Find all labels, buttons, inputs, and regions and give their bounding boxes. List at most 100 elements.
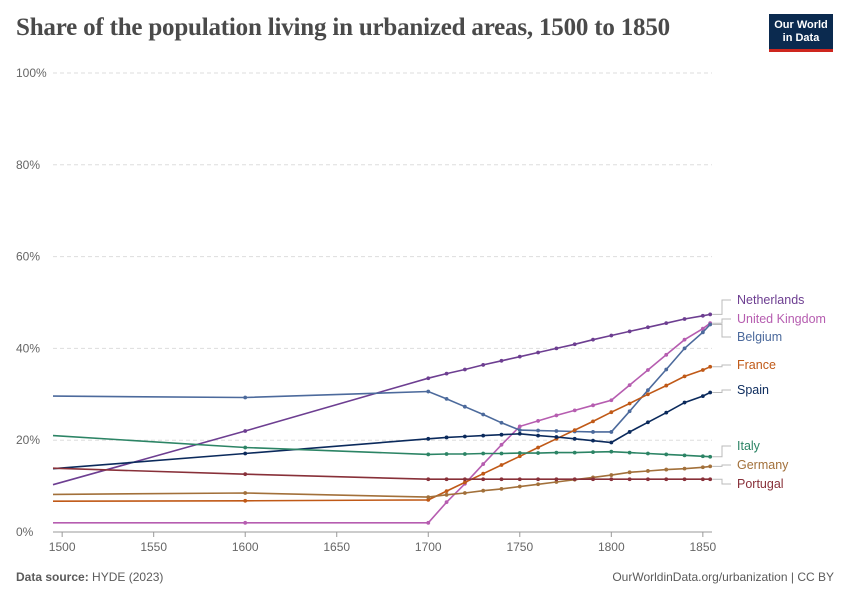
point-spain-1700[interactable] (426, 436, 431, 441)
point-belgium-1700[interactable] (426, 389, 431, 394)
point-united-kingdom-1780[interactable] (572, 408, 577, 413)
point-netherlands-1770[interactable] (554, 346, 559, 351)
point-netherlands-1760[interactable] (536, 350, 540, 355)
legend-label-spain[interactable]: Spain (737, 383, 769, 397)
point-netherlands-1810[interactable] (627, 329, 632, 334)
point-united-kingdom-1770[interactable] (554, 413, 559, 418)
point-spain-1710[interactable] (444, 435, 449, 440)
point-france-1840[interactable] (682, 374, 687, 379)
point-netherlands-1790[interactable] (591, 337, 595, 342)
point-portugal-1740[interactable] (499, 477, 504, 482)
point-spain-1750[interactable] (517, 431, 522, 436)
point-italy-1810[interactable] (627, 450, 632, 455)
point-netherlands-1850[interactable] (700, 313, 705, 318)
series-italy[interactable] (52, 434, 713, 459)
point-germany-1840[interactable] (682, 466, 687, 471)
point-portugal-1770[interactable] (554, 477, 559, 482)
point-belgium-1730[interactable] (481, 412, 486, 417)
point-germany-1730[interactable] (481, 488, 486, 493)
point-spain-1760[interactable] (536, 433, 540, 438)
point-belgium-1710[interactable] (444, 396, 449, 401)
point-germany-1820[interactable] (646, 469, 650, 473)
point-italy-1800[interactable] (609, 449, 614, 454)
point-france-1710[interactable] (444, 489, 449, 494)
point-italy-1740[interactable] (499, 451, 504, 456)
point-united-kingdom-1830[interactable] (664, 352, 669, 357)
point-germany-1810[interactable] (627, 470, 632, 475)
point-italy-1750[interactable] (517, 451, 522, 455)
point-spain-1770[interactable] (554, 435, 559, 439)
point-spain-1810[interactable] (627, 430, 632, 434)
point-united-kingdom-1810[interactable] (627, 383, 632, 388)
point-netherlands-1830[interactable] (664, 321, 669, 326)
point-portugal-1800[interactable] (609, 477, 614, 482)
source-value[interactable]: HYDE (2023) (92, 570, 164, 584)
point-netherlands-1840[interactable] (682, 317, 687, 321)
point-france-1780[interactable] (572, 428, 577, 433)
point-spain-1600[interactable] (243, 451, 248, 456)
point-united-kingdom-1800[interactable] (609, 398, 614, 403)
footer-link[interactable]: OurWorldinData.org/urbanization | CC BY (612, 570, 834, 584)
line-belgium[interactable] (52, 323, 711, 433)
point-italy-1760[interactable] (536, 451, 540, 455)
point-portugal-1790[interactable] (591, 477, 595, 482)
owid-logo[interactable]: Our World in Data (769, 14, 833, 52)
point-spain-1800[interactable] (609, 440, 614, 445)
point-portugal-1820[interactable] (646, 477, 650, 482)
point-portugal-1840[interactable] (682, 477, 687, 482)
point-spain-1820[interactable] (646, 420, 650, 425)
point-germany-1710[interactable] (444, 492, 449, 497)
point-germany-1600[interactable] (243, 491, 248, 495)
point-netherlands-1750[interactable] (517, 354, 522, 359)
point-belgium-1840[interactable] (682, 346, 687, 351)
point-belgium-1600[interactable] (243, 395, 248, 400)
series-belgium[interactable] (52, 322, 713, 434)
point-portugal-1854[interactable] (708, 477, 713, 482)
point-italy-1830[interactable] (664, 452, 669, 457)
point-portugal-1780[interactable] (572, 477, 577, 482)
point-portugal-1750[interactable] (517, 477, 522, 482)
point-united-kingdom-1740[interactable] (499, 442, 504, 447)
point-france-1740[interactable] (499, 463, 504, 467)
point-spain-1790[interactable] (591, 438, 595, 443)
point-spain-1850[interactable] (700, 394, 705, 399)
point-belgium-1800[interactable] (609, 430, 614, 434)
point-germany-1760[interactable] (536, 482, 540, 487)
series-spain[interactable] (52, 390, 713, 470)
point-germany-1770[interactable] (554, 480, 559, 484)
point-united-kingdom-1710[interactable] (444, 500, 449, 505)
series-portugal[interactable] (52, 467, 713, 482)
legend-label-germany[interactable]: Germany (737, 458, 789, 472)
point-france-1720[interactable] (462, 480, 467, 485)
point-netherlands-1780[interactable] (572, 342, 577, 347)
point-portugal-1700[interactable] (426, 477, 431, 482)
point-portugal-1720[interactable] (462, 477, 467, 482)
point-belgium-1770[interactable] (554, 429, 559, 433)
point-spain-1780[interactable] (572, 436, 577, 441)
point-germany-1750[interactable] (517, 484, 522, 489)
point-germany-1800[interactable] (609, 473, 614, 477)
point-netherlands-1600[interactable] (243, 429, 248, 433)
point-united-kingdom-1700[interactable] (426, 520, 431, 525)
point-portugal-1600[interactable] (243, 472, 248, 477)
point-italy-1780[interactable] (572, 450, 577, 455)
point-belgium-1820[interactable] (646, 388, 650, 393)
point-belgium-1720[interactable] (462, 404, 467, 409)
point-spain-1830[interactable] (664, 410, 669, 415)
point-france-1750[interactable] (517, 454, 522, 459)
point-france-1800[interactable] (609, 410, 614, 415)
point-italy-1820[interactable] (646, 451, 650, 456)
point-france-1810[interactable] (627, 401, 632, 406)
point-italy-1850[interactable] (700, 454, 705, 459)
point-spain-1840[interactable] (682, 400, 687, 405)
point-netherlands-1740[interactable] (499, 358, 504, 363)
point-portugal-1710[interactable] (444, 477, 449, 482)
point-france-1850[interactable] (700, 368, 705, 372)
point-spain-1740[interactable] (499, 432, 504, 437)
point-france-1820[interactable] (646, 392, 650, 397)
point-united-kingdom-1750[interactable] (517, 424, 522, 429)
point-germany-1850[interactable] (700, 465, 705, 470)
point-germany-1700[interactable] (426, 495, 431, 500)
point-portugal-1850[interactable] (700, 477, 705, 482)
point-netherlands-1700[interactable] (426, 376, 431, 381)
